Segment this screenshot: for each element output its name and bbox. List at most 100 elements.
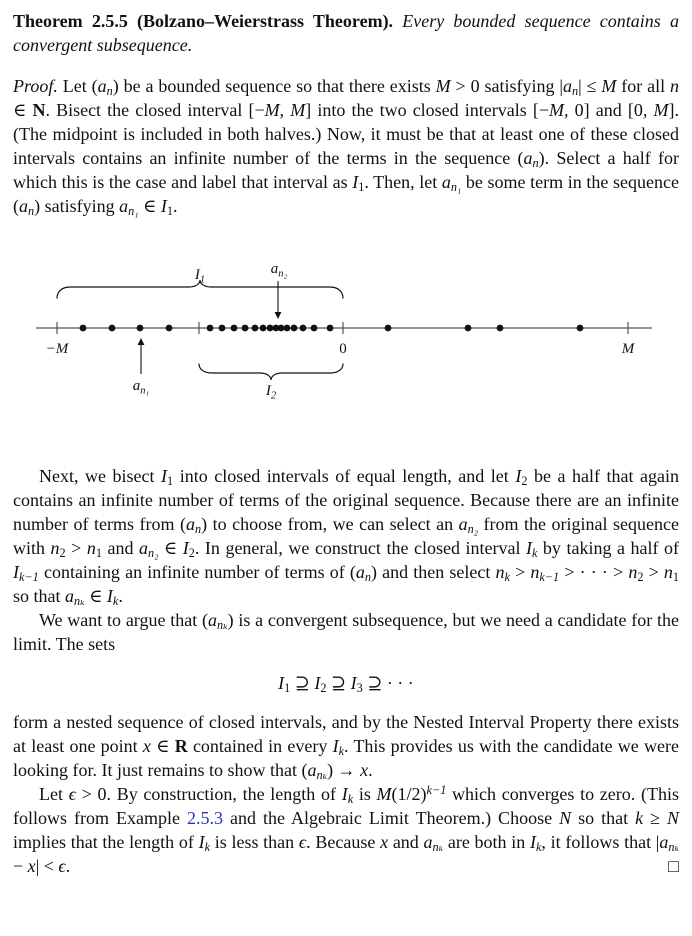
text-segment: nₖ [216, 618, 228, 633]
arrow-a-n2-label: an₂ [271, 261, 288, 280]
example-2-5-3-link[interactable]: 2.5.3 [186, 808, 223, 828]
overbrace-I1-label: I1 [194, 267, 205, 286]
text-segment: n [532, 156, 539, 171]
text-segment: ]. (The midpoint is included in both hal… [13, 100, 679, 168]
text-segment: I [106, 586, 113, 606]
text-segment: M, M [264, 100, 306, 120]
text-segment: N [666, 808, 679, 828]
text-segment: be a half that again contains an infinit… [13, 466, 679, 534]
text-segment: . Then, let [364, 172, 442, 192]
text-segment: k [347, 792, 354, 807]
text-segment: R [174, 736, 188, 756]
text-segment: , M [642, 100, 669, 120]
text-segment: n [628, 562, 638, 582]
text-segment: 1 [95, 546, 102, 561]
text-segment: k [338, 744, 345, 759]
sequence-term-dot [464, 324, 472, 332]
text-segment: N [32, 100, 46, 120]
text-segment: ϵ [68, 784, 76, 804]
theorem-statement: Every bounded sequence contains a conver… [13, 11, 679, 55]
text-segment: ) to choose from, we can select an [201, 514, 459, 534]
text-segment: n₁ [128, 204, 139, 219]
sequence-term-dot [576, 324, 584, 332]
text-segment: are both in [443, 832, 530, 852]
text-segment: and the Algebraic Limit Theorem.) Choose [222, 808, 560, 828]
text-segment: k−1 [426, 782, 447, 797]
text-segment: n [28, 204, 35, 219]
text-segment: Let ( [57, 76, 98, 96]
text-segment: k [112, 594, 119, 609]
text-segment: 3 [356, 681, 363, 696]
text-segment: k−1 [19, 570, 39, 585]
text-segment: n₂ [467, 522, 479, 537]
text-segment: a [355, 562, 365, 582]
text-segment: . [368, 760, 373, 780]
text-segment: n [530, 562, 540, 582]
text-segment: I [314, 673, 321, 693]
text-segment: Let [39, 784, 69, 804]
text-segment: Proof. [13, 76, 58, 96]
text-segment: I [529, 832, 536, 852]
text-segment: ⊇ [326, 673, 351, 693]
text-segment: ) be a bounded sequence so that there ex… [112, 76, 436, 96]
text-segment: > [643, 562, 664, 582]
sequence-term-dot [218, 324, 226, 332]
text-segment: ∈ [158, 538, 183, 558]
text-segment: I [182, 538, 189, 558]
text-segment: n [663, 562, 673, 582]
text-segment: a [19, 196, 28, 216]
text-segment: n [571, 84, 579, 99]
text-segment: for all [616, 76, 670, 96]
text-segment: 2 [637, 570, 644, 585]
text-segment: , it follows that | [541, 832, 660, 852]
text-segment: by taking a half of [537, 538, 679, 558]
text-segment: k [635, 808, 644, 828]
text-segment: n [86, 538, 96, 558]
text-segment: ⊇ [290, 673, 315, 693]
text-segment: M, [549, 100, 569, 120]
sequence-term-dot [384, 324, 392, 332]
text-segment: a [119, 196, 129, 216]
text-segment: 1 [358, 180, 365, 195]
text-segment: implies that the length of [13, 832, 199, 852]
figure-svg: −M 0 M I1 I2 an₂ an₁ [36, 261, 652, 402]
text-segment: and [101, 538, 140, 558]
text-segment: ). Select a half for which this is the c… [13, 148, 680, 192]
arrow-a-n1-head [137, 338, 145, 345]
text-segment: I [160, 196, 167, 216]
text-segment: I [350, 673, 357, 693]
text-segment: 1 [167, 474, 174, 489]
text-segment: M [376, 784, 392, 804]
text-segment: from the original sequence with [13, 514, 679, 558]
label-M: M [621, 341, 636, 357]
text-segment: ϵ [58, 856, 66, 876]
text-segment: − [13, 856, 28, 876]
qed-box: □ [668, 856, 679, 876]
label-minus-M: −M [46, 341, 70, 357]
text-segment: I [525, 538, 532, 558]
text-segment: Next, we bisect [39, 466, 162, 486]
text-segment: M [601, 76, 617, 96]
text-segment: contained in every [187, 736, 333, 756]
text-segment: ∈ [150, 736, 175, 756]
underbrace-I2-label: I2 [265, 383, 277, 402]
text-segment: ≥ [643, 808, 667, 828]
text-segment: a [65, 586, 74, 606]
text-segment: n [106, 84, 113, 99]
bisection-number-line-figure: −M 0 M I1 I2 an₂ an₁ [0, 254, 692, 422]
text-segment: 2 [59, 546, 66, 561]
sequence-term-dot [496, 324, 504, 332]
text-segment: a [659, 832, 669, 852]
text-segment: n₂ [148, 546, 159, 561]
proof-paragraph-1: Proof. Let (an) be a bounded sequence so… [13, 74, 679, 218]
text-segment: I [278, 673, 285, 693]
text-segment: I [332, 736, 339, 756]
sequence-term-dot [165, 324, 173, 332]
underbrace-I2 [198, 363, 344, 381]
text-segment: x [360, 760, 369, 780]
text-segment: I [13, 562, 19, 582]
text-segment: 1 [672, 570, 679, 585]
text-segment: M [435, 76, 451, 96]
text-segment: n [364, 570, 371, 585]
